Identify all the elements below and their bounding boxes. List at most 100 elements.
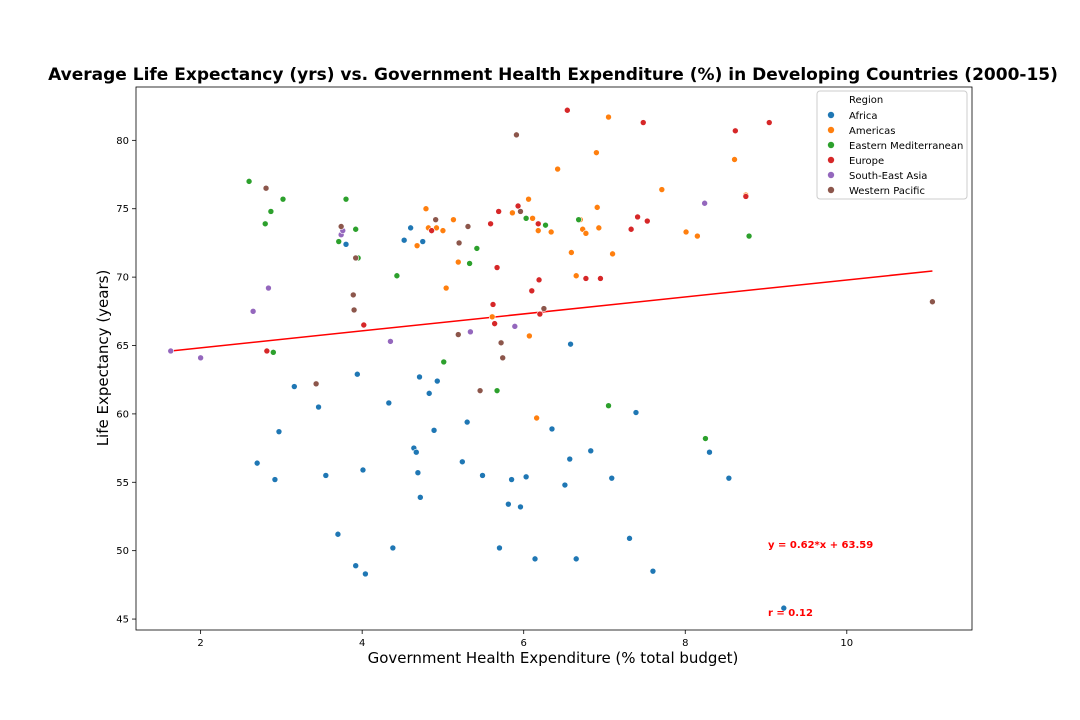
x-axis-label: Government Health Expenditure (% total b… [368, 649, 739, 667]
point-americas [609, 250, 616, 258]
y-tick-label: 80 [116, 136, 129, 147]
point-eastern-mediterranean [702, 435, 709, 442]
point-africa [430, 427, 438, 434]
legend-marker-americas [827, 126, 835, 134]
point-eastern-mediterranean [745, 232, 753, 240]
point-africa [567, 340, 574, 348]
point-western-pacific [517, 208, 524, 215]
point-western-pacific [929, 298, 936, 306]
legend-title: Region [849, 95, 883, 106]
point-eastern-mediterranean [335, 238, 343, 245]
point-africa [342, 240, 350, 248]
point-eastern-mediterranean [270, 349, 277, 356]
point-africa [271, 476, 279, 483]
legend-marker-africa [827, 111, 835, 119]
point-africa [417, 494, 424, 501]
point-africa [496, 544, 503, 552]
point-africa [385, 399, 393, 407]
legend-items: Africa Americas Eastern Mediterranean Europ… [827, 111, 963, 197]
point-europe [732, 127, 739, 135]
y-tick-label: 60 [116, 409, 129, 420]
point-western-pacific [540, 305, 548, 312]
point-europe [582, 275, 590, 282]
legend-label-western-pacific: Western Pacific [849, 186, 925, 197]
point-americas [439, 227, 447, 234]
regression-equation: y = 0.62*x + 63.59 [768, 540, 873, 551]
point-africa [587, 447, 595, 455]
point-africa [275, 428, 283, 435]
point-western-pacific [464, 223, 472, 230]
point-eastern-mediterranean [522, 215, 530, 222]
point-europe [765, 119, 773, 126]
point-eastern-mediterranean [267, 208, 275, 215]
x-tick-label: 4 [359, 638, 365, 649]
point-africa [253, 459, 261, 467]
x-tick-label: 6 [521, 638, 527, 649]
point-africa [407, 224, 414, 232]
point-africa [359, 466, 367, 474]
legend-label-americas: Americas [849, 126, 895, 137]
y-tick-label: 70 [116, 273, 129, 284]
legend-box [816, 90, 968, 200]
point-africa [780, 604, 788, 612]
point-europe [597, 275, 604, 282]
point-western-pacific [337, 223, 345, 230]
plot-frame [135, 86, 973, 631]
point-europe [534, 220, 542, 228]
point-americas [595, 224, 603, 232]
point-europe [535, 276, 543, 284]
regression-line [170, 270, 933, 352]
point-europe [627, 225, 635, 233]
point-western-pacific [262, 184, 270, 192]
point-western-pacific [352, 254, 360, 262]
point-western-pacific [312, 380, 320, 388]
point-eastern-mediterranean [575, 216, 582, 223]
point-eastern-mediterranean [466, 260, 473, 267]
point-africa [433, 377, 441, 385]
point-africa [334, 530, 342, 538]
point-south-east-asia [197, 354, 204, 362]
point-americas [547, 228, 555, 236]
y-tick-label: 45 [116, 615, 129, 626]
point-americas [694, 232, 701, 240]
point-south-east-asia [387, 338, 394, 345]
point-south-east-asia [249, 308, 257, 315]
point-eastern-mediterranean [440, 358, 448, 366]
point-americas [526, 332, 533, 340]
point-eastern-mediterranean [245, 178, 253, 185]
point-south-east-asia [701, 199, 708, 207]
point-europe [491, 320, 498, 327]
point-africa [632, 409, 640, 416]
points-layer [167, 106, 936, 612]
point-south-east-asia [167, 347, 175, 355]
point-western-pacific [432, 216, 439, 223]
point-americas [593, 204, 601, 211]
point-americas [450, 216, 457, 223]
point-western-pacific [349, 291, 357, 299]
point-western-pacific [497, 339, 505, 347]
point-western-pacific [476, 387, 484, 394]
point-eastern-mediterranean [279, 195, 287, 203]
point-western-pacific [513, 131, 520, 139]
y-tick-label: 75 [116, 204, 129, 215]
point-eastern-mediterranean [393, 272, 401, 280]
x-tick-label: 8 [682, 638, 688, 649]
point-africa [400, 236, 408, 244]
legend-marker-eastern-mediterranean [827, 141, 835, 149]
point-americas [731, 156, 738, 163]
legend-marker-south-east-asia [827, 171, 835, 179]
point-europe [528, 287, 536, 295]
point-africa [706, 448, 713, 456]
point-americas [605, 113, 612, 121]
legend-label-europe: Europe [849, 156, 884, 167]
point-south-east-asia [265, 284, 272, 292]
point-eastern-mediterranean [493, 387, 501, 394]
point-africa [626, 535, 633, 542]
point-africa [479, 472, 486, 479]
point-western-pacific [455, 239, 463, 247]
point-africa [414, 469, 422, 477]
point-africa [508, 476, 515, 483]
legend-label-africa: Africa [849, 111, 878, 122]
point-africa [561, 481, 569, 489]
